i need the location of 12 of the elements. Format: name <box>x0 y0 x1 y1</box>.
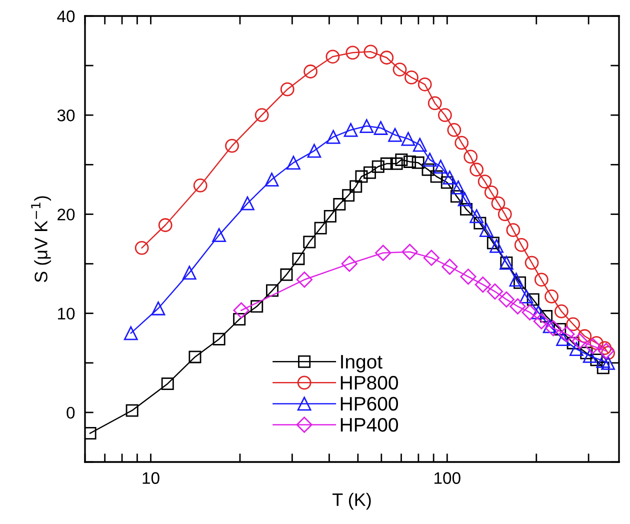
y-axis-title: S (μV K$^{−1}$) <box>31 196 52 282</box>
y-tick-label: 0 <box>66 406 75 419</box>
x-tick-label: 100 <box>434 472 460 484</box>
legend-label: HP600 <box>340 396 398 411</box>
x-axis-title: T (K) <box>332 492 371 510</box>
legend-label: HP800 <box>340 376 398 390</box>
legend-label: Ingot <box>341 355 382 372</box>
y-tick-label: 30 <box>57 110 75 122</box>
legend-label: HP400 <box>340 418 398 432</box>
y-tick-label: 20 <box>58 208 75 220</box>
y-tick-label: 40 <box>57 10 75 22</box>
y-tick-label: 10 <box>58 308 75 320</box>
